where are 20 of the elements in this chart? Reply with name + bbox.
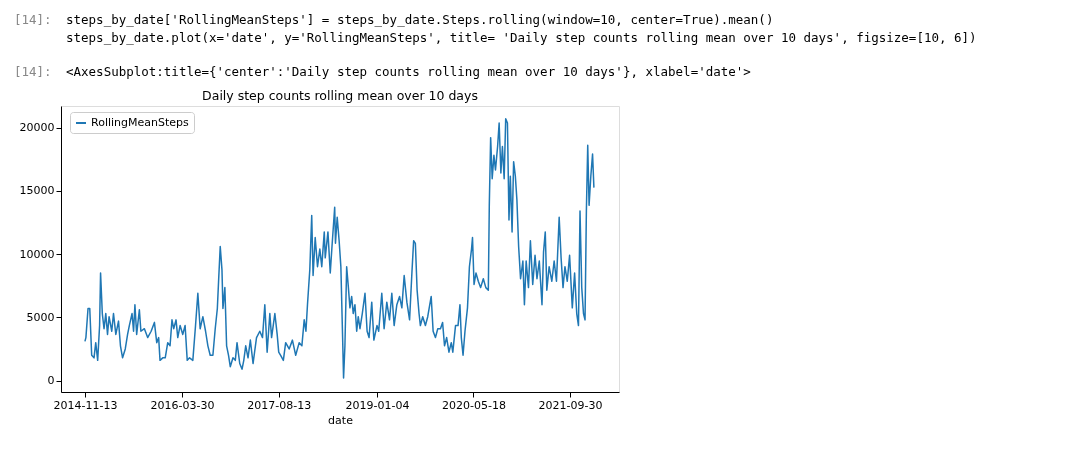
line-series: [84, 117, 595, 379]
x-axis-title: date: [328, 413, 354, 427]
x-tick-label: 2020-05-18: [442, 398, 506, 412]
y-tick-label: 10000: [19, 247, 55, 261]
y-tick-label: 0: [47, 374, 55, 388]
x-tick-label: 2017-08-13: [247, 398, 312, 412]
y-tick-label: 15000: [19, 184, 55, 198]
legend-label: RollingMeanSteps: [91, 116, 190, 129]
x-tick-label: 2016-03-30: [150, 398, 215, 412]
y-tick-label: 5000: [26, 310, 55, 324]
x-tick-label: 2019-01-04: [345, 398, 410, 412]
text: [14]:: [14, 64, 52, 79]
text: [14]:: [14, 12, 52, 27]
text: steps_by_date.plot(x='date', y='RollingMeanSteps', title= 'Daily step counts rolling mean over 10 days', figsize=[10, 6]): [66, 30, 977, 45]
text: steps_by_date['RollingMeanSteps'] = steps_by_date.Steps.rolling(window=10, center=True).mean(): [66, 12, 774, 27]
x-tick-label: 2014-11-13: [53, 398, 118, 412]
y-tick-label: 20000: [19, 121, 55, 135]
text: <AxesSubplot:title={'center':'Daily step counts rolling mean over 10 days'}, xlabel='date'>: [66, 64, 751, 79]
x-tick-label: 2021-09-30: [538, 398, 603, 412]
chart-title: Daily step counts rolling mean over 10 days: [202, 87, 478, 103]
